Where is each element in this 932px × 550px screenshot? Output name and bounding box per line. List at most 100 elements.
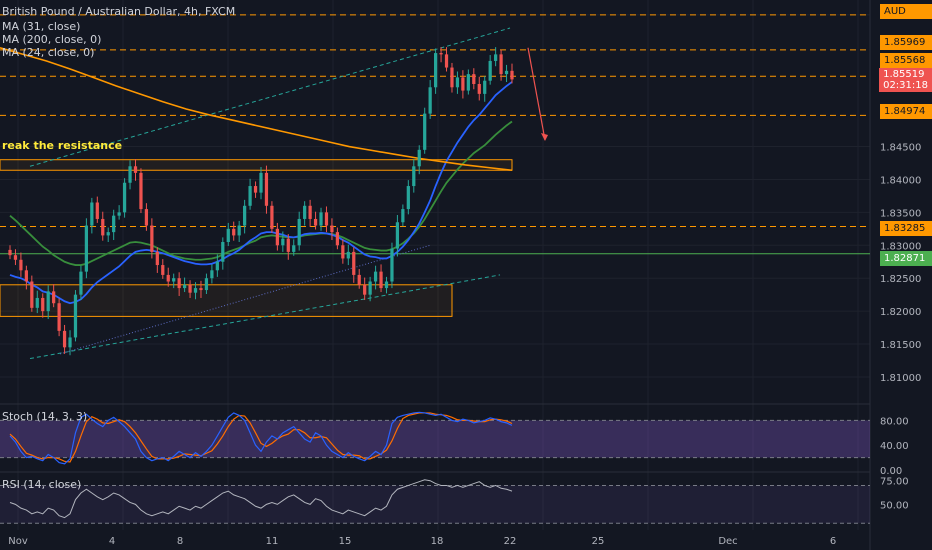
candle [243, 205, 247, 226]
candle [352, 251, 356, 275]
indicator-ma31[interactable]: MA (31, close) [2, 20, 81, 33]
level-badge-5: 1.83285 [880, 221, 932, 236]
rsi-label[interactable]: RSI (14, close) [2, 478, 82, 491]
candle [253, 186, 258, 193]
candle [461, 77, 465, 91]
candle [428, 87, 432, 114]
candle [488, 60, 492, 81]
candle [41, 297, 45, 312]
candle [423, 113, 427, 150]
candle [303, 205, 307, 219]
time-tick-label: 15 [339, 536, 352, 547]
candle [483, 80, 487, 94]
candle [390, 248, 394, 282]
candle [319, 212, 323, 226]
candle [139, 172, 143, 210]
candle [155, 251, 159, 266]
price-tick-label: 1.82500 [880, 274, 921, 285]
candle [270, 205, 274, 229]
symbol-title: British Pound / Australian Dollar, 4h, F… [2, 5, 236, 18]
candle [346, 251, 350, 259]
candle [439, 53, 443, 55]
candle [90, 202, 94, 226]
candle [84, 225, 89, 272]
candle [466, 74, 470, 91]
candle [313, 218, 318, 226]
time-tick-label: 22 [504, 536, 517, 547]
forecast-arrow-head [541, 132, 548, 141]
candle [112, 215, 116, 233]
candle [248, 186, 252, 206]
candle [68, 337, 72, 348]
time-axis: Nov 4 8 11 15 18 22 25 Dec 6 [8, 536, 836, 547]
forecast-arrow-line [527, 47, 546, 141]
candle [215, 261, 219, 271]
candle [193, 288, 198, 293]
bar-countdown: 02:31:18 [883, 80, 928, 91]
level-badge-1: 1.85969 [880, 35, 932, 50]
candle [79, 271, 83, 295]
candle [232, 228, 236, 236]
candle [133, 166, 138, 173]
candle [275, 228, 279, 246]
candle [144, 209, 149, 226]
candle [166, 274, 170, 282]
stoch-tick-label: 0.00 [880, 466, 902, 477]
candle [30, 281, 34, 308]
candle [73, 294, 78, 338]
candle [8, 249, 12, 256]
candle [264, 172, 269, 206]
candle [406, 186, 410, 210]
candle [335, 232, 340, 246]
stoch-label[interactable]: Stoch (14, 3, 3) [2, 410, 88, 423]
rsi-band [0, 485, 870, 524]
trend-dotted [59, 244, 431, 355]
candle [297, 218, 301, 246]
time-tick-label: 18 [431, 536, 444, 547]
candle [455, 77, 460, 88]
rsi-tick-label: 50.00 [880, 500, 909, 511]
price-tick-label: 1.84000 [880, 175, 921, 186]
candle [510, 70, 514, 80]
price-tick-label: 1.83000 [880, 241, 921, 252]
candle [286, 238, 290, 252]
horizontal-levels [0, 14, 870, 255]
price-tick-label: 1.82000 [880, 307, 921, 318]
indicator-ma24[interactable]: MA (24, close, 0) [2, 46, 95, 59]
candle [117, 212, 121, 216]
candle [35, 297, 39, 308]
candle [499, 54, 503, 75]
candle [368, 281, 372, 295]
candle [259, 172, 263, 193]
time-tick-label: 6 [830, 536, 836, 547]
stoch-k-line [9, 411, 513, 465]
candle [504, 70, 509, 75]
candle [188, 284, 192, 293]
candle [221, 242, 225, 262]
candle [472, 74, 476, 84]
candle [46, 291, 50, 312]
time-tick-label: 11 [266, 536, 279, 547]
price-tick-label: 1.81500 [880, 340, 921, 351]
candle [210, 270, 214, 279]
candle [161, 265, 165, 275]
candles [8, 47, 514, 356]
candle [450, 67, 454, 88]
stoch-pane: 80.00 40.00 0.00 [0, 411, 909, 477]
candle [24, 270, 28, 282]
candle [384, 281, 389, 289]
time-tick-label: 25 [592, 536, 605, 547]
candle [357, 274, 361, 285]
candle [150, 225, 154, 252]
candle [417, 149, 421, 167]
indicator-ma200[interactable]: MA (200, close, 0) [2, 33, 102, 46]
candle [363, 284, 367, 295]
currency-badge[interactable]: AUD [880, 4, 932, 19]
candle [128, 166, 132, 183]
rsi-pane: 75.00 50.00 [0, 477, 909, 524]
candle [308, 205, 312, 219]
candle [172, 278, 176, 282]
level-badge-4: 1.84974 [880, 104, 932, 119]
